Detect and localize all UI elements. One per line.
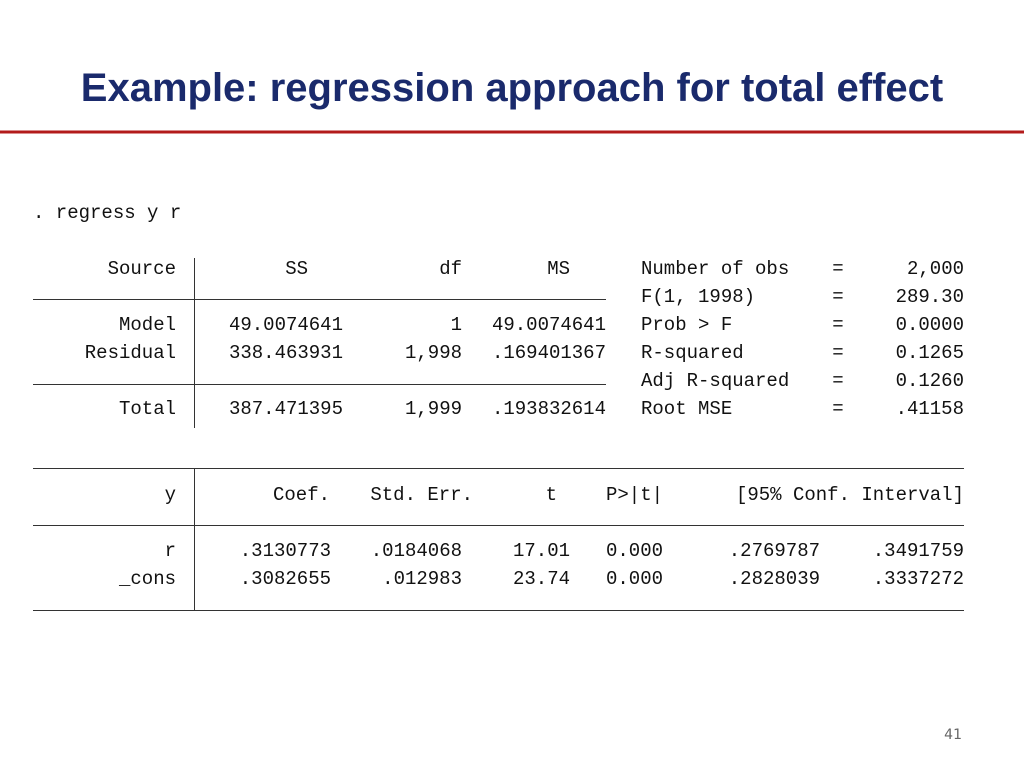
model-stat: = (832, 314, 843, 336)
coef-cell: .2769787 (729, 540, 820, 562)
anova-cell: 338.463931 (229, 342, 343, 364)
anova-total: .193832614 (492, 398, 606, 420)
model-stat: Number of obs (641, 258, 789, 280)
coef-cell: .3491759 (873, 540, 964, 562)
coef-cell: r (165, 540, 176, 562)
model-stat: Adj R-squared (641, 370, 789, 392)
model-stat: F(1, 1998) (641, 286, 755, 308)
model-stat: = (832, 286, 843, 308)
anova-cell: 49.0074641 (492, 314, 606, 336)
anova-header: MS (547, 258, 570, 280)
anova-header: Source (108, 258, 176, 280)
coef-cell: 0.000 (606, 540, 663, 562)
model-stat: R-squared (641, 342, 744, 364)
coef-header: [95% Conf. Interval] (736, 484, 964, 506)
anova-cell: Residual (85, 342, 176, 364)
coef-header: P>|t| (606, 484, 663, 506)
coef-header: y (165, 484, 176, 506)
model-stat: = (832, 342, 843, 364)
anova-cell: .169401367 (492, 342, 606, 364)
coef-cell: 17.01 (513, 540, 570, 562)
model-stat: 0.1265 (896, 342, 964, 364)
anova-cell: Model (119, 314, 176, 336)
anova-total: Total (119, 398, 176, 420)
coef-cell: _cons (118, 568, 176, 590)
coef-cell: .012983 (382, 568, 462, 590)
model-stat: = (832, 398, 843, 420)
model-stat: = (832, 258, 843, 280)
coef-header: t (546, 484, 557, 506)
coef-cell: 23.74 (513, 568, 570, 590)
anova-cell: 1,998 (405, 342, 462, 364)
anova-cell: 1 (451, 314, 462, 336)
page-number: 41 (944, 727, 962, 743)
command: . regress y r (33, 202, 181, 224)
coef-cell: 0.000 (606, 568, 663, 590)
coef-cell: .3337272 (873, 568, 964, 590)
slide-title: Example: regression approach for total e… (81, 66, 943, 110)
model-stat: Prob > F (641, 314, 732, 336)
anova-header: SS (285, 258, 308, 280)
model-stat: 2,000 (907, 258, 964, 280)
anova-cell: 49.0074641 (229, 314, 343, 336)
coef-cell: .2828039 (729, 568, 820, 590)
anova-total: 387.471395 (229, 398, 343, 420)
anova-total: 1,999 (405, 398, 462, 420)
coef-header: Coef. (273, 484, 330, 506)
coef-header: Std. Err. (370, 484, 473, 506)
model-stat: Root MSE (641, 398, 732, 420)
model-stat: 0.0000 (896, 314, 964, 336)
model-stat: 289.30 (896, 286, 964, 308)
model-stat: 0.1260 (896, 370, 964, 392)
coef-cell: .3130773 (240, 540, 331, 562)
coef-cell: .3082655 (240, 568, 331, 590)
model-stat: .41158 (896, 398, 964, 420)
anova-header: df (439, 258, 462, 280)
coef-cell: .0184068 (371, 540, 462, 562)
model-stat: = (832, 370, 843, 392)
